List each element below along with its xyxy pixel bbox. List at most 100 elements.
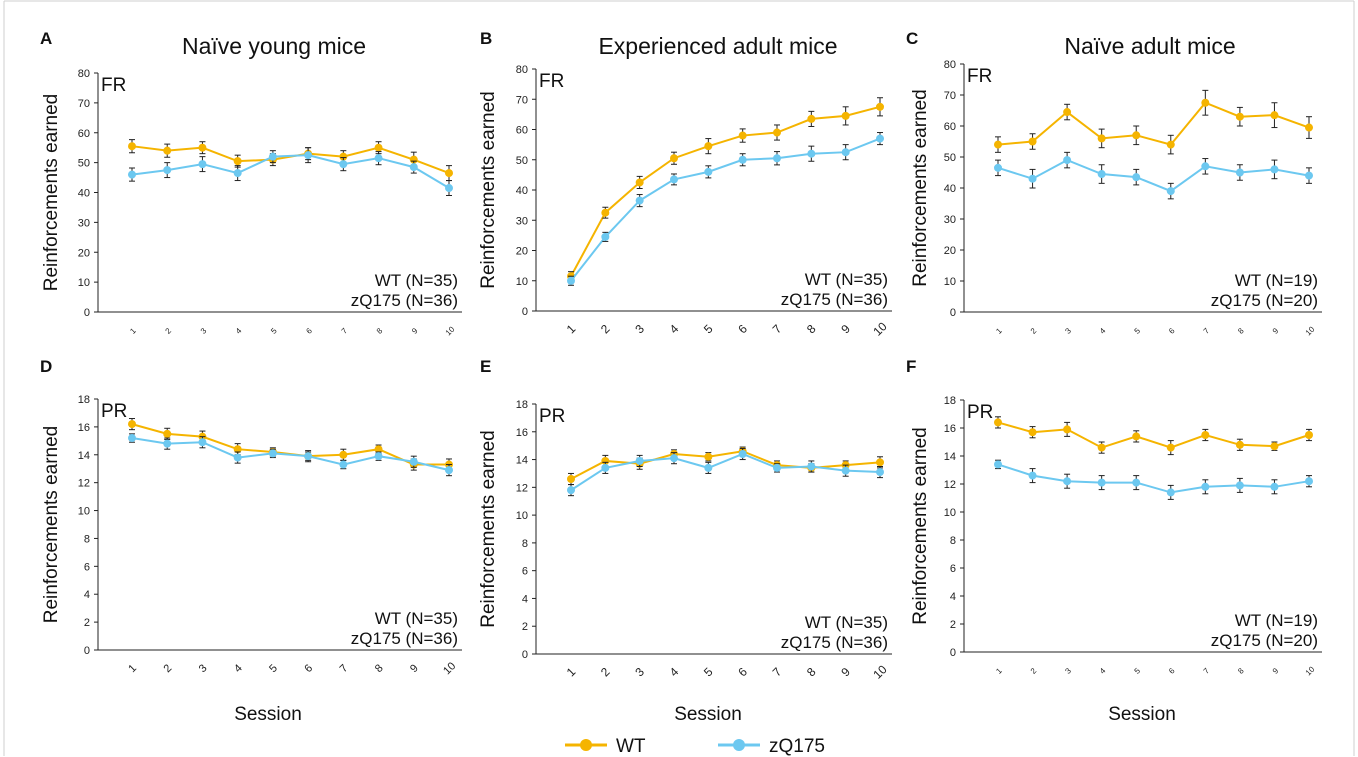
y-tick-label: 6	[950, 563, 956, 575]
data-point-zq175	[1201, 482, 1210, 491]
data-point-wt	[163, 429, 172, 438]
data-point-wt	[409, 155, 418, 164]
x-tick-label: 4	[667, 664, 682, 679]
data-point-wt	[773, 128, 781, 137]
x-tick-label: 3	[632, 664, 647, 679]
data-point-wt	[1028, 428, 1037, 437]
x-axis-label-2: Session	[674, 704, 742, 725]
x-tick-label: 7	[770, 664, 785, 679]
y-tick-label: 16	[944, 423, 956, 435]
y-axis-label: Reinforcements earned	[910, 89, 931, 287]
data-point-wt	[339, 152, 348, 161]
data-point-wt	[374, 143, 383, 152]
y-tick-label: 60	[516, 125, 528, 137]
data-point-zq175	[1097, 478, 1106, 487]
y-tick-label: 50	[78, 158, 90, 170]
panel-c: C 0 10 20 30 40 50 60 70 80 Reinforcements earned 1…	[906, 29, 1322, 337]
data-point-zq175	[601, 232, 610, 241]
data-point-zq175	[304, 452, 313, 461]
schedule-label-e: PR	[539, 406, 565, 427]
data-point-wt	[1235, 112, 1244, 121]
y-tick-label: 0	[950, 647, 956, 659]
x-tick-label: 1	[126, 662, 139, 675]
data-point-wt	[128, 142, 136, 151]
n-annotation: WT (N=35)	[375, 271, 458, 290]
x-tick-label: 2	[164, 326, 174, 336]
x-tick-label: 10	[444, 324, 457, 337]
data-point-zq175	[1063, 477, 1072, 486]
data-point-zq175	[601, 463, 610, 472]
x-axis-label-1: Session	[234, 704, 302, 725]
y-tick-label: 50	[944, 152, 956, 164]
data-point-wt	[1305, 123, 1313, 132]
y-tick-label: 50	[516, 155, 528, 167]
y-axis-label: Reinforcements earned	[478, 430, 499, 628]
x-tick-label: 10	[1304, 664, 1317, 677]
schedule-label-f: PR	[967, 402, 993, 423]
legend-wt-marker	[580, 739, 592, 751]
data-point-wt	[1166, 140, 1175, 149]
data-point-zq175	[233, 453, 242, 462]
data-point-wt	[994, 418, 1002, 427]
x-tick-label: 5	[1133, 326, 1143, 336]
y-tick-label: 0	[950, 307, 956, 319]
x-tick-label: 7	[770, 321, 785, 336]
n-annotation: zQ175 (N=36)	[781, 290, 888, 309]
data-point-wt	[841, 111, 850, 120]
data-point-wt	[163, 146, 172, 155]
data-point-wt	[807, 114, 816, 123]
y-axis-label: Reinforcements earned	[910, 427, 931, 625]
x-tick-label: 9	[410, 326, 420, 336]
n-annotation: WT (N=19)	[1235, 611, 1318, 630]
y-tick-label: 18	[516, 399, 528, 411]
y-tick-label: 2	[950, 619, 956, 631]
y-tick-label: 4	[522, 593, 528, 605]
data-point-zq175	[1132, 478, 1141, 487]
x-tick-label: 1	[564, 664, 579, 679]
y-tick-label: 70	[78, 98, 90, 110]
data-point-wt	[1166, 443, 1175, 452]
data-point-zq175	[704, 167, 713, 176]
y-tick-label: 30	[516, 215, 528, 227]
n-annotation: WT (N=35)	[375, 609, 458, 628]
y-tick-label: 60	[944, 121, 956, 133]
data-point-zq175	[128, 434, 136, 443]
data-point-zq175	[1201, 162, 1210, 171]
data-point-zq175	[1270, 482, 1279, 491]
data-point-wt	[704, 452, 713, 461]
data-point-wt	[339, 450, 348, 459]
y-tick-label: 18	[78, 394, 90, 406]
y-tick-label: 10	[944, 507, 956, 519]
x-tick-label: 4	[1098, 666, 1108, 676]
y-tick-label: 10	[78, 506, 90, 518]
x-tick-label: 10	[870, 662, 890, 682]
data-point-wt	[876, 102, 884, 111]
x-tick-label: 3	[199, 326, 209, 336]
data-point-wt	[374, 445, 383, 454]
x-tick-label: 2	[1029, 326, 1039, 336]
data-point-wt	[1201, 431, 1210, 439]
series-line-wt	[131, 145, 450, 175]
data-point-wt	[601, 456, 610, 465]
x-tick-label: 4	[667, 321, 682, 336]
data-point-zq175	[409, 163, 418, 172]
x-tick-label: 8	[375, 326, 385, 336]
data-point-zq175	[163, 439, 172, 448]
y-tick-label: 20	[78, 247, 90, 259]
y-tick-label: 14	[78, 450, 90, 462]
x-tick-label: 7	[1202, 326, 1212, 336]
x-tick-label: 6	[1167, 666, 1177, 676]
data-point-wt	[1028, 137, 1037, 146]
data-point-zq175	[567, 486, 575, 495]
data-point-wt	[1305, 431, 1313, 439]
schedule-label-c: FR	[967, 66, 992, 87]
data-point-wt	[704, 142, 713, 151]
x-tick-label: 10	[441, 660, 458, 677]
data-point-zq175	[807, 149, 816, 158]
data-point-zq175	[876, 134, 884, 143]
y-axis-label: Reinforcements earned	[478, 91, 499, 289]
x-tick-label: 5	[701, 321, 716, 336]
data-point-zq175	[1235, 481, 1244, 490]
y-tick-label: 8	[522, 538, 528, 550]
